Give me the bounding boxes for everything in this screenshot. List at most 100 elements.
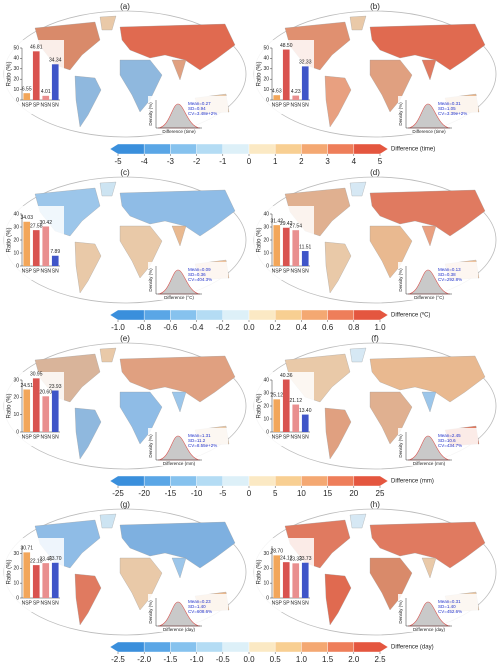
y-tick-label: 0: [266, 97, 269, 103]
x-tick-label: SP: [33, 268, 40, 274]
density-x-label: Difference (°C): [414, 295, 444, 300]
colorbar-tick-label: -25: [112, 489, 124, 498]
colorbar-segment: [301, 641, 328, 653]
colorbar-tick-label: -0.4: [190, 323, 204, 332]
value-label: 46.81: [30, 45, 43, 51]
bar: [42, 563, 50, 598]
y-tick-label: 40: [263, 211, 269, 217]
colorbar-segment: [109, 143, 145, 155]
bar: [23, 389, 31, 432]
colorbar-segment: [109, 309, 145, 321]
bar: [301, 66, 309, 100]
land: [171, 59, 187, 81]
x-tick-label: SP: [283, 434, 290, 440]
colorbar-segment: [275, 309, 302, 321]
value-label: 7.89: [50, 249, 60, 255]
bar: [301, 562, 309, 598]
value-label: 6.55: [22, 87, 32, 93]
colorbar-segment: [301, 475, 328, 487]
colorbar-tick-label: -0.6: [164, 323, 178, 332]
density-x-label: Difference (day): [413, 627, 445, 632]
stat-text: SD=0.94: [188, 106, 206, 111]
colorbar-segment: [248, 309, 276, 321]
bar: [273, 399, 281, 432]
panel: (b) Ratio (%) 0 10 20 30 40 50 4.63 NSP 48.50 SP 4.2…: [253, 2, 497, 138]
stat-text: CV=404.3%: [188, 277, 212, 282]
y-axis-label: Ratio (%): [257, 559, 263, 584]
colorbar-segment: [275, 475, 302, 487]
colorbar-tick-label: -4: [141, 157, 149, 166]
y-axis-label: Ratio (%): [257, 227, 263, 252]
land: [119, 391, 163, 445]
x-tick-label: NSP: [22, 600, 33, 606]
colorbar-segment: [222, 143, 250, 155]
stat-text: Mean=2.45: [438, 433, 461, 438]
colorbar-tick-label: -0.8: [137, 323, 151, 332]
y-tick-label: 20: [13, 566, 19, 572]
panel-label: (d): [370, 168, 380, 177]
bar: [282, 379, 290, 432]
y-tick-label: 10: [263, 250, 269, 256]
x-tick-label: SP: [283, 102, 290, 108]
x-tick-label: NSP: [22, 268, 33, 274]
colorbar-segment: [222, 309, 250, 321]
x-tick-label: NSP: [272, 600, 283, 606]
land: [119, 557, 163, 611]
colorbar-tick-label: 2.5: [374, 655, 386, 663]
value-label: 4.01: [41, 89, 51, 95]
value-label: 20.60: [39, 390, 52, 396]
stat-text: Mean=0.13: [438, 267, 461, 272]
land: [74, 75, 102, 128]
land: [119, 225, 163, 279]
stat-text: Mean=0.27: [188, 101, 211, 106]
land: [349, 181, 367, 197]
colorbar-tick-label: 4: [352, 157, 357, 166]
bar: [301, 251, 309, 266]
stat-text: SD=0.38: [438, 272, 456, 277]
colorbar-tick-label: -2: [193, 157, 201, 166]
y-tick-label: 0: [266, 595, 269, 601]
value-label: 22.13: [30, 558, 43, 564]
value-label: 23.46: [39, 556, 52, 562]
density-y-label: Density (%): [398, 434, 403, 458]
value-label: 4.63: [272, 89, 282, 95]
y-tick-label: 10: [13, 87, 19, 93]
colorbar-tick-label: -20: [138, 489, 150, 498]
land: [99, 181, 117, 197]
y-tick-label: 30: [263, 66, 269, 72]
panel-label: (b): [370, 2, 380, 11]
value-label: 4.23: [291, 89, 301, 95]
density-curve: [407, 103, 451, 129]
stat-text: SD=11.2: [188, 438, 206, 443]
x-tick-label: NSP: [272, 268, 283, 274]
y-tick-label: 20: [263, 566, 269, 572]
x-tick-label: SN: [52, 600, 59, 606]
colorbar-tick-label: 1: [273, 157, 278, 166]
bar: [51, 255, 59, 266]
colorbar-segment: [327, 309, 354, 321]
x-tick-label: NSP: [272, 102, 283, 108]
y-tick-label: 0: [266, 263, 269, 269]
colorbar-tick-label: -1.0: [190, 655, 204, 663]
land: [171, 391, 187, 413]
y-tick-label: 10: [13, 580, 19, 586]
x-tick-label: NSP: [22, 434, 33, 440]
x-tick-label: SP: [33, 434, 40, 440]
value-label: 13.40: [299, 408, 312, 414]
density-y-label: Density (%): [148, 434, 153, 458]
x-tick-label: SN: [52, 268, 59, 274]
y-axis-label: Ratio (%): [7, 559, 13, 584]
x-tick-label: NSN: [40, 102, 51, 108]
panel-label: (a): [120, 2, 130, 11]
value-label: 21.12: [289, 398, 302, 404]
y-tick-label: 30: [13, 224, 19, 230]
y-tick-label: 20: [13, 395, 19, 401]
y-tick-label: 40: [13, 56, 19, 62]
colorbar-tick-label: -1.5: [164, 655, 178, 663]
bar: [273, 555, 281, 598]
colorbar-segment: [143, 641, 171, 653]
colorbar-tick-label: 20: [349, 489, 358, 498]
colorbar-segment: [327, 475, 354, 487]
y-tick-label: 20: [263, 403, 269, 409]
